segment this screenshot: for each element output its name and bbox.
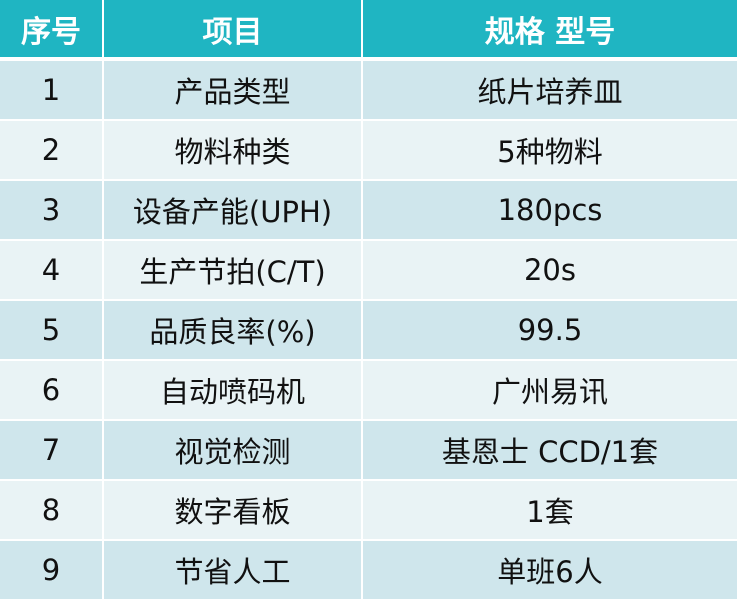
row-item: 物料种类 — [103, 120, 363, 181]
row-item: 产品类型 — [103, 59, 363, 121]
row-index: 6 — [0, 360, 104, 421]
table-header-row: 序号 项目 规格 型号 — [0, 0, 737, 61]
row-index: 1 — [0, 59, 104, 121]
row-spec: 广州易讯 — [362, 360, 737, 421]
row-index: 2 — [0, 120, 104, 181]
row-item: 数字看板 — [103, 480, 363, 541]
table-row: 3 设备产能(UPH) 180pcs — [0, 180, 737, 241]
table-row: 1 产品类型 纸片培养皿 — [0, 59, 737, 121]
header-item: 项目 — [103, 0, 363, 61]
row-index: 4 — [0, 240, 104, 301]
header-index: 序号 — [0, 0, 104, 61]
row-spec: 1套 — [362, 480, 737, 541]
row-item: 视觉检测 — [103, 420, 363, 481]
row-index: 7 — [0, 420, 104, 481]
row-spec: 20s — [362, 240, 737, 301]
row-item: 生产节拍(C/T) — [103, 240, 363, 301]
table-row: 2 物料种类 5种物料 — [0, 120, 737, 181]
row-index: 8 — [0, 480, 104, 541]
table-row: 6 自动喷码机 广州易讯 — [0, 360, 737, 421]
row-item: 设备产能(UPH) — [103, 180, 363, 241]
table-row: 8 数字看板 1套 — [0, 480, 737, 541]
row-spec: 单班6人 — [362, 540, 737, 601]
row-item: 节省人工 — [103, 540, 363, 601]
row-index: 3 — [0, 180, 104, 241]
row-spec: 基恩士 CCD/1套 — [362, 420, 737, 481]
row-spec: 纸片培养皿 — [362, 59, 737, 121]
row-index: 5 — [0, 300, 104, 361]
header-spec: 规格 型号 — [362, 0, 737, 61]
table-row: 5 品质良率(%) 99.5 — [0, 300, 737, 361]
table-row: 9 节省人工 单班6人 — [0, 540, 737, 601]
table-row: 7 视觉检测 基恩士 CCD/1套 — [0, 420, 737, 481]
row-spec: 99.5 — [362, 300, 737, 361]
row-spec: 180pcs — [362, 180, 737, 241]
table-row: 4 生产节拍(C/T) 20s — [0, 240, 737, 301]
row-spec: 5种物料 — [362, 120, 737, 181]
row-item: 品质良率(%) — [103, 300, 363, 361]
row-item: 自动喷码机 — [103, 360, 363, 421]
row-index: 9 — [0, 540, 104, 601]
